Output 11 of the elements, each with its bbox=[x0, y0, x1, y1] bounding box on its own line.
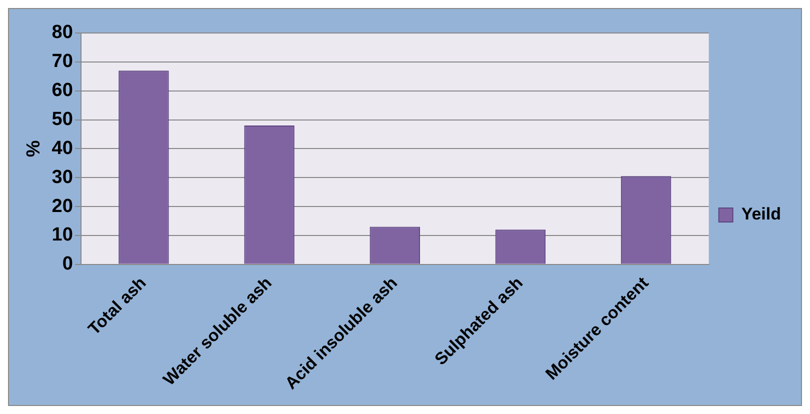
y-tick-label: 50 bbox=[52, 109, 73, 130]
y-tick-label: 70 bbox=[52, 51, 73, 72]
y-tick-label: 30 bbox=[52, 166, 73, 188]
legend-label: Yeild bbox=[741, 204, 781, 224]
y-tick-label: 10 bbox=[52, 224, 73, 246]
y-tick-label: 20 bbox=[52, 196, 73, 217]
y-tick-label: 60 bbox=[52, 80, 73, 102]
y-tick-label: 0 bbox=[62, 254, 73, 275]
y-tick-label: 40 bbox=[52, 138, 73, 159]
y-tick-label: 80 bbox=[52, 22, 73, 44]
y-axis-title: % bbox=[24, 140, 45, 158]
